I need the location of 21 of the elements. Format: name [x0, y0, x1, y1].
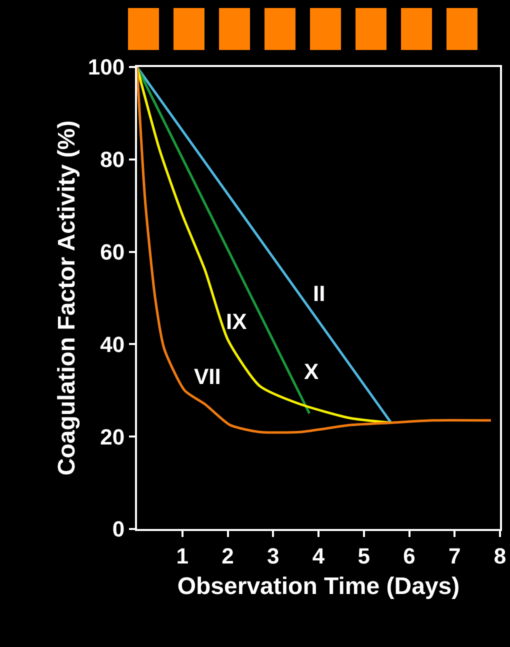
x-tick-label: 5	[358, 543, 370, 568]
x-tick-label: 7	[448, 543, 461, 568]
series-label: II	[313, 281, 326, 306]
line-series	[137, 67, 492, 434]
x-tick-label: 4	[312, 543, 326, 568]
y-tick-label: 100	[88, 54, 125, 80]
x-axis-title: Observation Time (Days)	[177, 573, 460, 600]
series-label: X	[304, 359, 319, 384]
x-tick-label: 8	[494, 543, 506, 568]
x-tick-label: 6	[403, 543, 416, 568]
y-tick-label: 60	[100, 240, 125, 264]
x-tick-label: 1	[176, 543, 189, 568]
y-axis-title: Coagulation Factor Activity (%)	[53, 120, 80, 476]
y-tick-label: 20	[100, 424, 125, 450]
x-tick-label: 3	[267, 543, 280, 568]
y-tick-label: 80	[100, 147, 125, 172]
x-tick-label: 2	[222, 543, 234, 568]
series-label: IX	[226, 309, 248, 334]
y-tick-label: 40	[100, 332, 125, 357]
y-tick-label: 0	[112, 516, 125, 542]
series-label: VII	[194, 364, 221, 389]
